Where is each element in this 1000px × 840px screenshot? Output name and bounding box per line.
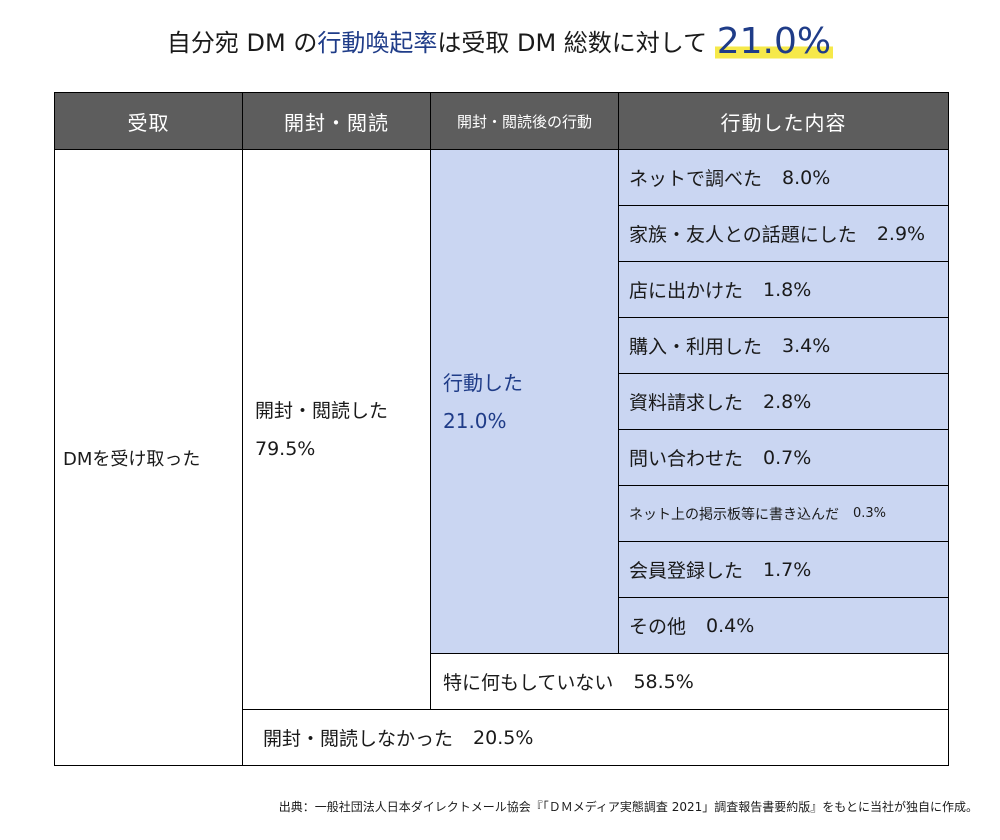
action-row: 家族・友人との話題にした 2.9%: [618, 205, 949, 262]
action-label: 家族・友人との話題にした: [629, 224, 857, 246]
title-prefix: 自分宛 DM の: [166, 29, 318, 57]
acted-value: 21.0%: [443, 408, 507, 433]
action-value: 0.3%: [853, 506, 887, 521]
action-label: ネットで調べた: [629, 168, 763, 190]
action-row: 資料請求した 2.8%: [618, 373, 949, 430]
header-after-action: 開封・閲読後の行動: [430, 92, 619, 150]
action-value: 2.8%: [763, 390, 812, 413]
opened-value: 79.5%: [255, 437, 316, 460]
acted-label: 行動した: [443, 370, 523, 395]
header-opened: 開封・閲読: [242, 92, 431, 150]
action-row: 店に出かけた 1.8%: [618, 261, 949, 318]
opened-label: 開封・閲読した: [255, 399, 389, 422]
acted-cell: 行動した 21.0%: [430, 149, 619, 654]
title-highlight: 行動喚起率: [317, 29, 438, 57]
not-opened-row: 開封・閲読しなかった 20.5%: [242, 709, 949, 766]
action-row: その他 0.4%: [618, 597, 949, 654]
title-rate: 21.0%: [714, 21, 834, 62]
action-value: 2.9%: [876, 222, 926, 245]
action-row: ネット上の掲示板等に書き込んだ 0.3%: [618, 485, 949, 542]
action-value: 3.4%: [782, 334, 831, 357]
header-action-content: 行動した内容: [618, 92, 949, 150]
action-value: 0.7%: [763, 446, 812, 469]
action-label: その他: [629, 616, 687, 638]
action-value: 1.8%: [763, 278, 812, 301]
action-label: 問い合わせた: [629, 448, 744, 470]
header-received: 受取: [54, 92, 243, 150]
action-label: 会員登録した: [629, 560, 744, 582]
action-label: 購入・利用した: [629, 336, 763, 358]
action-value: 1.7%: [763, 558, 812, 581]
action-label: 資料請求した: [629, 392, 744, 414]
opened-cell: 開封・閲読した 79.5%: [242, 149, 431, 710]
not-opened-label: 開封・閲読しなかった: [263, 728, 454, 750]
not-opened-value: 20.5%: [473, 726, 534, 749]
no-action-row: 特に何もしていない 58.5%: [430, 653, 949, 710]
action-row: 問い合わせた 0.7%: [618, 429, 949, 486]
action-label: ネット上の掲示板等に書き込んだ: [629, 506, 839, 523]
no-action-label: 特に何もしていない: [443, 672, 614, 694]
received-cell: DMを受け取った: [54, 149, 243, 766]
action-value: 0.4%: [706, 614, 755, 637]
action-label: 店に出かけた: [629, 280, 744, 302]
no-action-value: 58.5%: [633, 670, 694, 693]
action-value: 8.0%: [782, 166, 831, 189]
action-row: ネットで調べた 8.0%: [618, 149, 949, 206]
source-note: 出典：一般社団法人日本ダイレクトメール協会『「ＤＭメディア実態調査 2021」調…: [278, 800, 978, 814]
page-title: 自分宛 DM の行動喚起率は受取 DM 総数に対して 21.0%: [0, 21, 1000, 63]
action-row: 会員登録した 1.7%: [618, 541, 949, 598]
action-row: 購入・利用した 3.4%: [618, 317, 949, 374]
title-middle: は受取 DM 総数に対して: [437, 29, 708, 57]
